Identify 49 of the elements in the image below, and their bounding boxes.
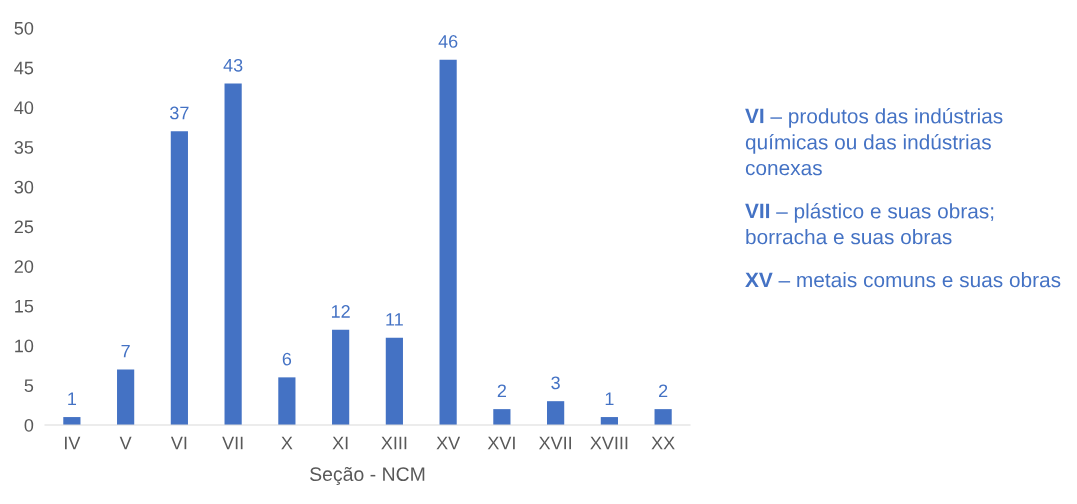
text: VII – plástico e suas obras; borracha e suas obras — [745, 203, 994, 245]
bar — [547, 401, 565, 425]
bar — [278, 377, 296, 425]
data-label: 6 — [282, 352, 292, 366]
x-tick-label: XIII — [381, 436, 407, 450]
data-label: 46 — [438, 35, 458, 48]
x-tick-label: XVI — [487, 436, 515, 450]
bar — [493, 409, 511, 425]
data-label: 2 — [659, 384, 668, 398]
x-axis-title: Seção - NCM — [310, 466, 425, 485]
data-label: 2 — [497, 384, 506, 398]
x-tick-label: XVII — [538, 436, 572, 450]
data-label: 43 — [223, 58, 243, 72]
text: XV – metais comuns e suas obras — [745, 272, 1061, 288]
y-tick-label: 5 — [24, 379, 34, 393]
x-tick-label: XX — [651, 436, 675, 450]
bar — [385, 337, 403, 425]
bar — [654, 409, 672, 425]
x-tick-label: VI — [170, 436, 187, 450]
data-label: 37 — [170, 106, 189, 120]
data-label: 11 — [386, 313, 403, 326]
bar — [224, 83, 242, 425]
bar — [439, 59, 457, 425]
y-tick-label: 30 — [14, 180, 34, 194]
x-tick-label: XI — [332, 436, 348, 450]
y-tick-label: 50 — [14, 21, 34, 35]
x-tick-label: X — [281, 436, 293, 450]
text: VI – produtos das indústrias químicas ou das indústrias conexas — [745, 108, 1003, 176]
y-tick-label: 35 — [14, 141, 34, 154]
y-tick-label: 40 — [14, 101, 34, 115]
y-tick-label: 20 — [14, 260, 34, 273]
x-tick-label: V — [119, 436, 132, 450]
data-label: 7 — [121, 344, 130, 358]
y-tick-label: 25 — [14, 220, 34, 234]
x-tick-label: VII — [222, 436, 243, 450]
data-label: 1 — [68, 392, 77, 405]
y-tick-label: 10 — [15, 339, 34, 353]
x-tick-label: XV — [436, 436, 461, 450]
bar — [170, 131, 188, 425]
y-tick-label: 0 — [24, 418, 34, 432]
data-label: 1 — [605, 392, 614, 405]
y-tick-label: 15 — [15, 300, 34, 313]
bar — [332, 329, 350, 425]
x-tick-label: IV — [65, 436, 81, 450]
data-label: 12 — [331, 305, 350, 318]
x-tick-label: XVIII — [590, 436, 628, 450]
data-label: 3 — [551, 376, 560, 390]
bar — [117, 369, 135, 425]
y-tick-label: 45 — [14, 61, 34, 75]
